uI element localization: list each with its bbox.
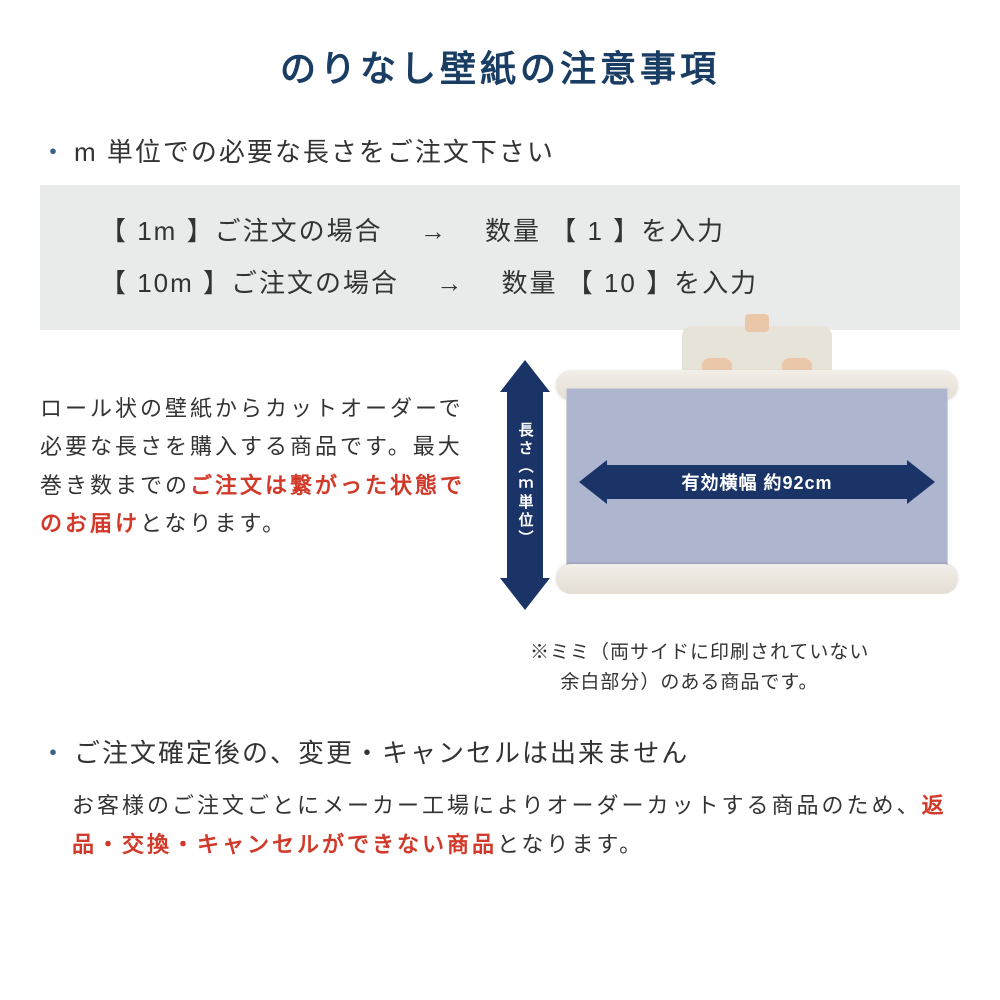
roll-diagram: 長さ（ｍ単位） 有効横幅 約92cm xyxy=(480,360,960,650)
body-paragraph: お客様のご注文ごとにメーカー工場によりオーダーカットする商品のため、返品・交換・… xyxy=(40,786,960,865)
example-2-right: 数量 【 10 】を入力 xyxy=(502,268,759,298)
horizontal-arrow-icon: 有効横幅 約92cm xyxy=(579,460,935,504)
arrow-icon: → xyxy=(420,213,448,249)
arrow-icon: → xyxy=(436,265,464,301)
wallpaper-roll: 有効横幅 約92cm xyxy=(562,366,952,598)
example-row-2: 【 10m 】ご注文の場合 → 数量 【 10 】を入力 xyxy=(100,265,930,301)
note-line-2: 余白部分）のある商品です。 xyxy=(560,668,960,698)
example-row-1: 【 1m 】ご注文の場合 → 数量 【 1 】を入力 xyxy=(100,213,930,249)
example-2-left: 【 10m 】ご注文の場合 xyxy=(100,268,399,298)
h-arrow-label: 有効横幅 約92cm xyxy=(681,469,832,495)
mid-description: ロール状の壁紙からカットオーダーで必要な長さを購入する商品です。最大巻き数までの… xyxy=(40,360,470,544)
bullet-dot-icon: ・ xyxy=(40,137,68,167)
vertical-arrow-icon: 長さ（ｍ単位） xyxy=(500,360,550,610)
mid-section: ロール状の壁紙からカットオーダーで必要な長さを購入する商品です。最大巻き数までの… xyxy=(40,360,960,650)
example-1-right: 数量 【 1 】を入力 xyxy=(485,216,725,246)
bullet-2: ・ご注文確定後の、変更・キャンセルは出来ません xyxy=(40,733,960,770)
bullet-2-text: ご注文確定後の、変更・キャンセルは出来ません xyxy=(74,738,689,768)
bullet-1: ・m 単位での必要な長さをご注文下さい xyxy=(40,132,960,169)
body-pre: お客様のご注文ごとにメーカー工場によりオーダーカットする商品のため、 xyxy=(72,793,922,818)
mid-text-end: となります。 xyxy=(140,511,287,536)
page-title: のりなし壁紙の注意事項 xyxy=(40,40,960,92)
example-1-left: 【 1m 】ご注文の場合 xyxy=(100,216,383,246)
bullet-1-text: m 単位での必要な長さをご注文下さい xyxy=(74,137,555,167)
bullet-dot-icon: ・ xyxy=(40,738,68,768)
v-arrow-label: 長さ（ｍ単位） xyxy=(515,422,536,548)
body-post: となります。 xyxy=(497,832,644,857)
